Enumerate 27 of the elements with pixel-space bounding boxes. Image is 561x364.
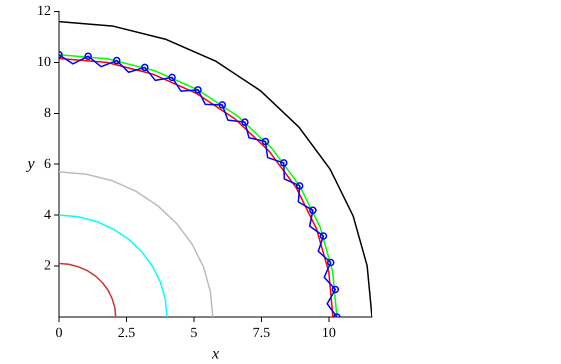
- point: [262, 138, 270, 146]
- point: [309, 206, 317, 214]
- x-axis-title: x: [210, 346, 220, 363]
- point: [280, 159, 288, 167]
- y-tick-label: 8: [44, 106, 51, 121]
- y-tick-label: 2: [44, 258, 51, 274]
- x-tick-label: 2.5: [118, 326, 136, 342]
- point: [326, 258, 334, 266]
- x-tick-label: 7.5: [252, 326, 270, 342]
- x-tick-label: 5: [190, 326, 198, 342]
- point: [84, 52, 92, 60]
- point: [218, 101, 226, 109]
- x-tick-label: 10: [322, 326, 336, 342]
- y-axis-title: y: [25, 155, 36, 172]
- point: [112, 56, 120, 64]
- point: [168, 74, 176, 82]
- x-tick-label: 0: [56, 326, 62, 342]
- point: [194, 86, 202, 94]
- point: [141, 64, 149, 72]
- point: [332, 286, 340, 294]
- point: [241, 118, 249, 126]
- y-tick-label: 4: [44, 208, 51, 223]
- y-tick-label: 6: [44, 156, 51, 172]
- point: [296, 182, 304, 190]
- y-tick-label: 12: [37, 4, 51, 20]
- y-tick-label: 10: [37, 55, 51, 70]
- point: [320, 232, 328, 240]
